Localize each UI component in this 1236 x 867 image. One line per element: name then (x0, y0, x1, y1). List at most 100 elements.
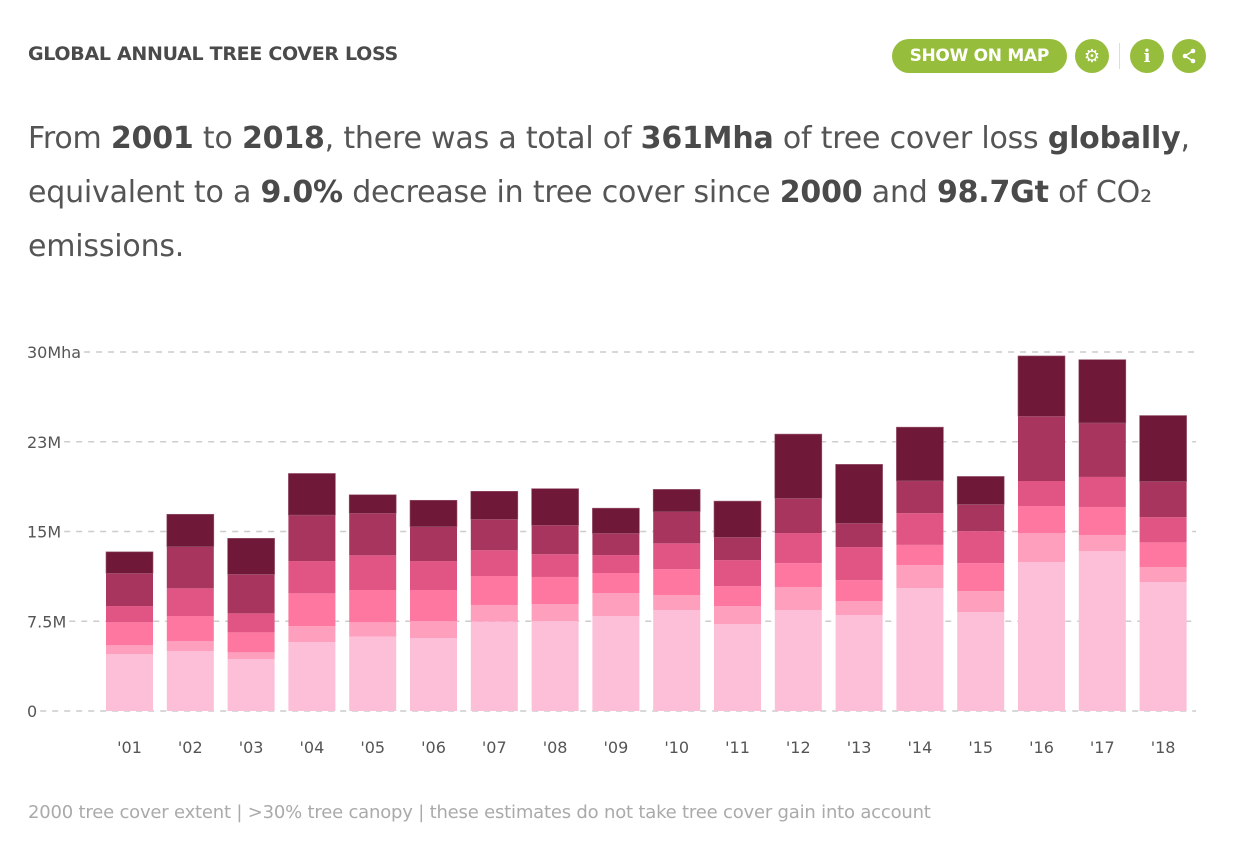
bar-segment[interactable] (896, 565, 944, 588)
bar-segment[interactable] (410, 621, 457, 639)
bar-segment[interactable] (470, 519, 518, 551)
bar-segment[interactable] (531, 525, 579, 555)
bar-segment[interactable] (1018, 416, 1065, 482)
bar-segment[interactable] (470, 621, 518, 711)
bar-segment[interactable] (1078, 551, 1126, 711)
bar-segment[interactable] (653, 610, 701, 711)
bar-segment[interactable] (227, 574, 275, 614)
bar-segment[interactable] (774, 563, 822, 588)
bar-segment[interactable] (470, 604, 518, 622)
bar-segment[interactable] (531, 576, 579, 605)
bar-segment[interactable] (1018, 506, 1065, 534)
bar-segment[interactable] (1139, 567, 1187, 582)
bar-segment[interactable] (166, 588, 214, 616)
bar-segment[interactable] (1139, 415, 1187, 482)
bar-segment[interactable] (714, 606, 761, 625)
bar-segment[interactable] (714, 537, 761, 561)
bar-segment[interactable] (1139, 481, 1187, 518)
bar-segment[interactable] (957, 591, 1005, 613)
bar-segment[interactable] (896, 587, 944, 711)
bar-segment[interactable] (653, 569, 701, 596)
bar-segment[interactable] (1078, 506, 1126, 535)
bar-segment[interactable] (592, 593, 640, 616)
bar-segment[interactable] (227, 613, 275, 633)
bar-segment[interactable] (288, 473, 336, 516)
bar-segment[interactable] (531, 554, 579, 577)
bar-segment[interactable] (774, 433, 823, 499)
bar-segment[interactable] (1078, 476, 1126, 507)
bar-segment[interactable] (592, 555, 640, 574)
bar-segment[interactable] (1018, 562, 1065, 711)
share-button[interactable] (1172, 39, 1206, 73)
bar-segment[interactable] (957, 612, 1005, 711)
bar-segment[interactable] (227, 659, 275, 711)
settings-button[interactable]: ⚙ (1075, 39, 1109, 73)
bar-segment[interactable] (106, 606, 153, 623)
bar-segment[interactable] (957, 531, 1005, 564)
bar-segment[interactable] (227, 652, 275, 660)
bar-segment[interactable] (105, 551, 154, 574)
bar-segment[interactable] (349, 513, 397, 556)
bar-segment[interactable] (531, 621, 579, 711)
bar-segment[interactable] (349, 622, 397, 637)
bar-segment[interactable] (470, 576, 518, 605)
bar-segment[interactable] (470, 550, 518, 577)
bar-segment[interactable] (288, 593, 336, 627)
bar-segment[interactable] (653, 543, 701, 570)
bar-segment[interactable] (1139, 517, 1187, 543)
bar-segment[interactable] (957, 563, 1005, 592)
bar-segment[interactable] (288, 515, 336, 562)
bar-segment[interactable] (409, 499, 458, 528)
bar-segment[interactable] (714, 586, 761, 607)
bar-segment[interactable] (956, 476, 1005, 505)
bar-segment[interactable] (835, 547, 883, 581)
bar-segment[interactable] (592, 507, 640, 534)
bar-segment[interactable] (166, 651, 214, 711)
bar-segment[interactable] (288, 561, 336, 594)
bar-segment[interactable] (166, 546, 214, 589)
bar-segment[interactable] (1078, 359, 1127, 424)
show-on-map-button[interactable]: SHOW ON MAP (891, 39, 1067, 73)
bar-segment[interactable] (896, 480, 944, 514)
bar-segment[interactable] (1139, 581, 1187, 711)
bar-segment[interactable] (410, 526, 457, 562)
bar-segment[interactable] (774, 533, 822, 564)
bar-segment[interactable] (531, 604, 579, 622)
bar-segment[interactable] (166, 513, 215, 547)
bar-segment[interactable] (1078, 534, 1126, 552)
bar-segment[interactable] (106, 622, 153, 646)
bar-segment[interactable] (531, 488, 579, 526)
bar-segment[interactable] (653, 511, 701, 544)
bar-segment[interactable] (896, 513, 944, 545)
bar-segment[interactable] (592, 573, 640, 594)
bar-segment[interactable] (106, 645, 153, 655)
bar-segment[interactable] (835, 580, 883, 602)
bar-segment[interactable] (166, 615, 214, 641)
bar-segment[interactable] (592, 533, 640, 556)
bar-segment[interactable] (1078, 422, 1126, 477)
bar-segment[interactable] (106, 654, 153, 711)
bar-segment[interactable] (835, 615, 883, 711)
bar-segment[interactable] (835, 464, 883, 524)
bar-segment[interactable] (652, 489, 701, 513)
bar-segment[interactable] (714, 624, 761, 711)
bar-segment[interactable] (227, 538, 275, 575)
bar-segment[interactable] (410, 590, 457, 622)
bar-segment[interactable] (653, 595, 701, 611)
bar-segment[interactable] (592, 615, 640, 711)
bar-segment[interactable] (348, 494, 397, 514)
bar-segment[interactable] (896, 426, 944, 482)
bar-segment[interactable] (774, 587, 822, 611)
bar-segment[interactable] (714, 560, 761, 587)
info-button[interactable]: i (1130, 39, 1164, 73)
bar-segment[interactable] (349, 555, 397, 591)
bar-segment[interactable] (774, 610, 822, 711)
bar-segment[interactable] (957, 504, 1005, 532)
bar-segment[interactable] (227, 632, 275, 653)
bar-segment[interactable] (166, 640, 214, 652)
bar-segment[interactable] (470, 490, 519, 520)
bar-segment[interactable] (288, 642, 336, 711)
bar-segment[interactable] (349, 590, 397, 623)
bar-segment[interactable] (349, 636, 397, 711)
bar-segment[interactable] (896, 544, 944, 566)
